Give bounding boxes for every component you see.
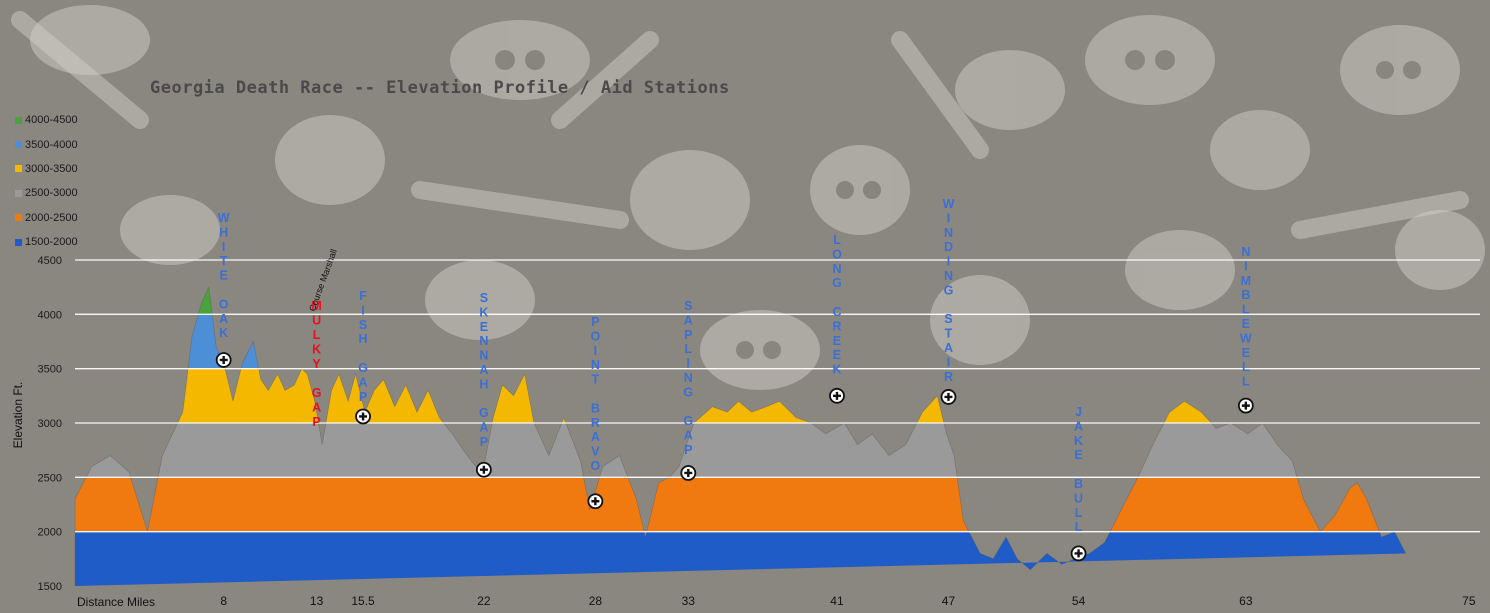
y-tick-label: 4000 (38, 309, 62, 321)
plus-icon (684, 468, 693, 477)
plus-icon (359, 412, 368, 421)
plus-icon (1074, 549, 1083, 558)
legend-label: 2000-2500 (25, 211, 78, 224)
elevation-band (75, 368, 1406, 423)
plus-icon (944, 392, 953, 401)
legend-swatch (15, 141, 22, 149)
y-tick-label: 2500 (38, 472, 62, 484)
y-tick-label: 2000 (38, 527, 62, 539)
elevation-band (75, 531, 1406, 586)
x-axis-label: Distance Miles (77, 595, 156, 609)
aid-station-note: Course Marshall (307, 248, 339, 313)
legend-swatch (15, 116, 22, 124)
x-tick-label: 63 (1239, 594, 1253, 608)
x-tick-label: 41 (830, 594, 844, 608)
elevation-band (75, 423, 1406, 478)
legend-label: 4000-4500 (25, 114, 78, 127)
legend-item: 2500-3000 (15, 181, 78, 205)
plus-icon (832, 391, 841, 400)
x-tick-label: 28 (589, 594, 603, 608)
x-tick-label: 54 (1072, 594, 1086, 608)
elevation-band (75, 477, 1406, 532)
legend-swatch (15, 214, 22, 222)
legend-label: 3000-3500 (25, 162, 78, 175)
legend-item: 3000-3500 (15, 157, 78, 181)
profile-outline (74, 286, 1406, 586)
x-tick-label: 47 (942, 594, 956, 608)
x-tick-label: 75 (1462, 594, 1476, 608)
x-tick-label: 33 (682, 594, 696, 608)
y-tick-label: 4500 (38, 255, 62, 267)
legend-item: 1500-2000 (15, 230, 78, 254)
x-tick-label: 8 (220, 594, 227, 608)
x-tick-label: 15.5 (351, 594, 375, 608)
legend-swatch (15, 238, 22, 246)
y-tick-label: 1500 (38, 581, 62, 593)
legend-item: 4000-4500 (15, 108, 78, 132)
legend-item: 2000-2500 (15, 206, 78, 230)
legend: 4000-4500 3500-4000 3000-3500 2500-3000 2000… (15, 108, 78, 254)
elevation-band (75, 287, 1406, 315)
x-tick-label: 22 (477, 594, 491, 608)
plus-icon (591, 497, 600, 506)
chart-title: Georgia Death Race -- Elevation Profile … (150, 78, 730, 98)
legend-label: 1500-2000 (25, 236, 78, 249)
plus-icon (1241, 401, 1250, 410)
x-tick-label: 13 (310, 594, 324, 608)
plus-icon (219, 355, 228, 364)
legend-swatch (15, 189, 22, 197)
legend-label: 2500-3000 (25, 187, 78, 200)
legend-swatch (15, 165, 22, 173)
legend-label: 3500-4000 (25, 138, 78, 151)
y-axis-label: Elevation Ft. (11, 381, 25, 449)
y-tick-label: 3500 (38, 364, 62, 376)
plus-icon (479, 465, 488, 474)
legend-item: 3500-4000 (15, 132, 78, 156)
elevation-band (75, 314, 1406, 369)
y-tick-label: 3000 (38, 418, 62, 430)
